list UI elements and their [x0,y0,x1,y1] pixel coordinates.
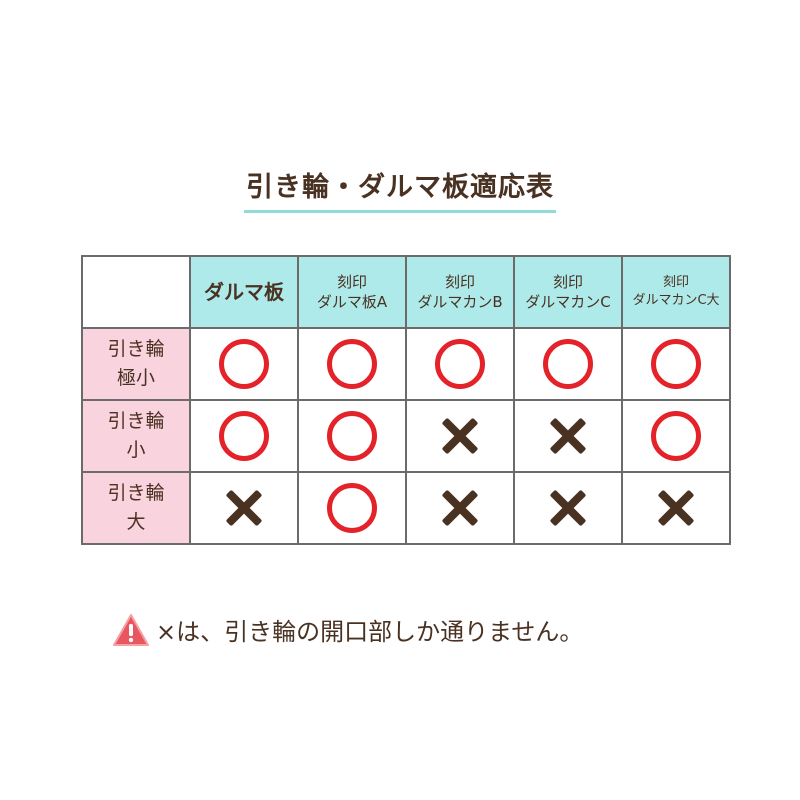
cross-mark-icon [549,417,587,455]
table-cell [513,471,623,545]
table-cell [405,399,515,473]
column-header: 刻印ダルマ板A [297,255,407,329]
column-header-line2: ダルマカンC [525,293,611,311]
column-header: 刻印ダルマカンC大 [621,255,731,329]
row-header-line2: 極小 [116,367,155,389]
table-cell [621,471,731,545]
cross-mark-icon [549,489,587,527]
row-header-line2: 大 [126,511,146,533]
header-row: ダルマ板 刻印 ダルマ板A 刻印 ダルマカンB 刻印 ダルマカンC 刻印 ダルマカンC大 [81,255,731,329]
circle-mark-icon [543,339,593,389]
table-cell [297,327,407,401]
column-header: 刻印ダルマカンB [405,255,515,329]
column-header-line2: ダルマカンC大 [632,293,720,308]
circle-mark-icon [219,339,269,389]
column-header-line1: 刻印 [662,275,689,291]
row-header-line1: 引き輪 [107,481,165,504]
cross-mark-icon [441,489,479,527]
table-cell [621,399,731,473]
row-header: 引き輪 極小 [81,327,191,401]
circle-mark-icon [219,411,269,461]
warning-note: ×は、引き輪の開口部しか通りません。 [112,612,583,647]
table-row: 引き輪大 [81,471,731,545]
row-header-line1: 引き輪 [107,337,165,360]
row-header-line1: 引き輪 [107,409,165,432]
column-header-line2: ダルマカンB [417,293,503,311]
title-text: 引き輪・ダルマ板適応表 [244,165,556,213]
column-header-line2: ダルマ板A [316,293,388,311]
table-row: 引き輪小 [81,399,731,473]
compatibility-table: ダルマ板 刻印 ダルマ板A 刻印 ダルマカンB 刻印 ダルマカンC 刻印 ダルマカンC大 引き輪極… [81,255,731,545]
corner-cell [81,255,191,329]
column-header: ダルマ板 [189,255,299,329]
table-cell [405,471,515,545]
row-header: 引き輪小 [81,399,191,473]
cross-mark-icon [441,417,479,455]
table-cell [297,399,407,473]
table-row: 引き輪 極小 [81,327,731,401]
circle-mark-icon [651,339,701,389]
table-cell [297,471,407,545]
table-cell [189,471,299,545]
row-header: 引き輪大 [81,471,191,545]
table-cell [405,327,515,401]
table-cell [189,399,299,473]
circle-mark-icon [651,411,701,461]
warning-triangle-icon [113,613,149,646]
circle-mark-icon [327,483,377,533]
circle-mark-icon [327,339,377,389]
page-title: 引き輪・ダルマ板適応表 [0,165,800,213]
column-header-line1: 刻印 [444,272,475,291]
cross-mark-icon [225,489,263,527]
column-header-line2: ダルマ板 [204,279,284,304]
table-cell [189,327,299,401]
row-header-line2: 小 [126,439,146,461]
table-cell [621,327,731,401]
column-header-line1: 刻印 [552,272,583,291]
column-header: 刻印ダルマカンC [513,255,623,329]
circle-mark-icon [435,339,485,389]
table-cell [513,327,623,401]
table-cell [513,399,623,473]
circle-mark-icon [327,411,377,461]
cross-mark-icon [657,489,695,527]
column-header-line1: 刻印 [336,272,367,291]
warning-text: ×は、引き輪の開口部しか通りません。 [156,618,584,646]
